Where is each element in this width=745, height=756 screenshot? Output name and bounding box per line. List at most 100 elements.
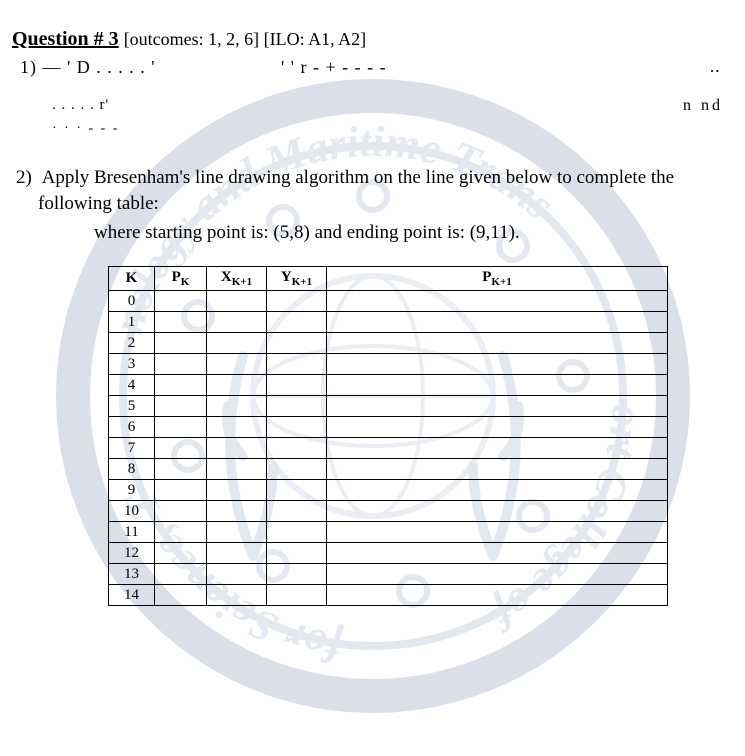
col-header-k: K xyxy=(109,267,155,291)
table-row: 10 xyxy=(109,501,668,522)
cell-k: 5 xyxy=(109,396,155,417)
cell-empty xyxy=(327,522,668,543)
cell-empty xyxy=(327,585,668,606)
cell-empty xyxy=(327,480,668,501)
table-header-row: K PK XK+1 YK+1 PK+1 xyxy=(109,267,668,291)
cell-empty xyxy=(267,543,327,564)
cell-empty xyxy=(327,501,668,522)
cell-empty xyxy=(155,396,207,417)
cell-empty xyxy=(207,585,267,606)
part-2-text-a: Apply Bresenham's line drawing algorithm… xyxy=(42,167,674,188)
question-heading: Question # 3 [outcomes: 1, 2, 6] [ILO: A… xyxy=(12,28,733,51)
where-line: where starting point is: (5,8) and endin… xyxy=(12,222,733,244)
cell-empty xyxy=(155,291,207,312)
cell-empty xyxy=(155,438,207,459)
table-row: 8 xyxy=(109,459,668,480)
cell-empty xyxy=(327,543,668,564)
cell-empty xyxy=(267,333,327,354)
cell-empty xyxy=(155,354,207,375)
part-2-block: 2) Apply Bresenham's line drawing algori… xyxy=(12,165,733,216)
cell-empty xyxy=(267,564,327,585)
table-row: 11 xyxy=(109,522,668,543)
cell-k: 1 xyxy=(109,312,155,333)
table-row: 0 xyxy=(109,291,668,312)
table-row: 6 xyxy=(109,417,668,438)
cell-empty xyxy=(207,480,267,501)
cell-empty xyxy=(267,417,327,438)
cell-empty xyxy=(207,291,267,312)
cell-empty xyxy=(267,480,327,501)
cell-empty xyxy=(327,564,668,585)
cell-empty xyxy=(267,438,327,459)
cell-k: 13 xyxy=(109,564,155,585)
col-header-pk1: PK+1 xyxy=(327,267,668,291)
cell-empty xyxy=(155,543,207,564)
cell-empty xyxy=(155,501,207,522)
cell-empty xyxy=(267,354,327,375)
cell-empty xyxy=(327,396,668,417)
question-label: Question # 3 xyxy=(12,28,119,50)
cell-empty xyxy=(155,585,207,606)
cell-empty xyxy=(155,564,207,585)
cell-k: 8 xyxy=(109,459,155,480)
col-header-pk: PK xyxy=(155,267,207,291)
fragment-line-1: 1) — ' D . . . . . ' ' ' r - + - - - - ‥ xyxy=(20,57,733,75)
cell-empty xyxy=(155,417,207,438)
table-body: 01234567891011121314 xyxy=(109,291,668,606)
cell-empty xyxy=(267,312,327,333)
table-row: 12 xyxy=(109,543,668,564)
cell-empty xyxy=(267,396,327,417)
table-row: 3 xyxy=(109,354,668,375)
cell-empty xyxy=(327,438,668,459)
cell-k: 10 xyxy=(109,501,155,522)
cell-empty xyxy=(207,438,267,459)
cell-empty xyxy=(267,501,327,522)
cell-empty xyxy=(267,459,327,480)
cell-k: 7 xyxy=(109,438,155,459)
cell-empty xyxy=(267,522,327,543)
cell-empty xyxy=(155,459,207,480)
cell-k: 3 xyxy=(109,354,155,375)
cell-k: 2 xyxy=(109,333,155,354)
cell-empty xyxy=(155,480,207,501)
cell-empty xyxy=(327,291,668,312)
cell-empty xyxy=(267,291,327,312)
cell-empty xyxy=(207,375,267,396)
cell-empty xyxy=(155,522,207,543)
cell-empty xyxy=(267,585,327,606)
cell-empty xyxy=(327,375,668,396)
cell-empty xyxy=(327,312,668,333)
cell-empty xyxy=(207,564,267,585)
cell-empty xyxy=(155,312,207,333)
part-2-number: 2) xyxy=(16,165,38,191)
bresenham-table: K PK XK+1 YK+1 PK+1 01234567891011121314 xyxy=(108,266,668,606)
table-row: 13 xyxy=(109,564,668,585)
table-row: 9 xyxy=(109,480,668,501)
cell-empty xyxy=(327,417,668,438)
table-row: 5 xyxy=(109,396,668,417)
cell-empty xyxy=(207,543,267,564)
col-header-xk1: XK+1 xyxy=(207,267,267,291)
cell-k: 9 xyxy=(109,480,155,501)
cell-empty xyxy=(155,375,207,396)
cell-empty xyxy=(207,522,267,543)
table-row: 1 xyxy=(109,312,668,333)
cell-k: 11 xyxy=(109,522,155,543)
cell-empty xyxy=(267,375,327,396)
cell-empty xyxy=(207,333,267,354)
cell-empty xyxy=(207,501,267,522)
fragment-line-3: · · · - - - xyxy=(52,121,733,137)
cell-k: 4 xyxy=(109,375,155,396)
cell-k: 0 xyxy=(109,291,155,312)
cell-empty xyxy=(155,333,207,354)
cell-empty xyxy=(207,459,267,480)
cell-empty xyxy=(207,396,267,417)
cell-empty xyxy=(207,417,267,438)
col-header-yk1: YK+1 xyxy=(267,267,327,291)
table-row: 14 xyxy=(109,585,668,606)
cell-empty xyxy=(327,354,668,375)
table-row: 7 xyxy=(109,438,668,459)
cell-empty xyxy=(207,354,267,375)
part-2-text-b: following table: xyxy=(38,193,159,214)
cell-k: 12 xyxy=(109,543,155,564)
